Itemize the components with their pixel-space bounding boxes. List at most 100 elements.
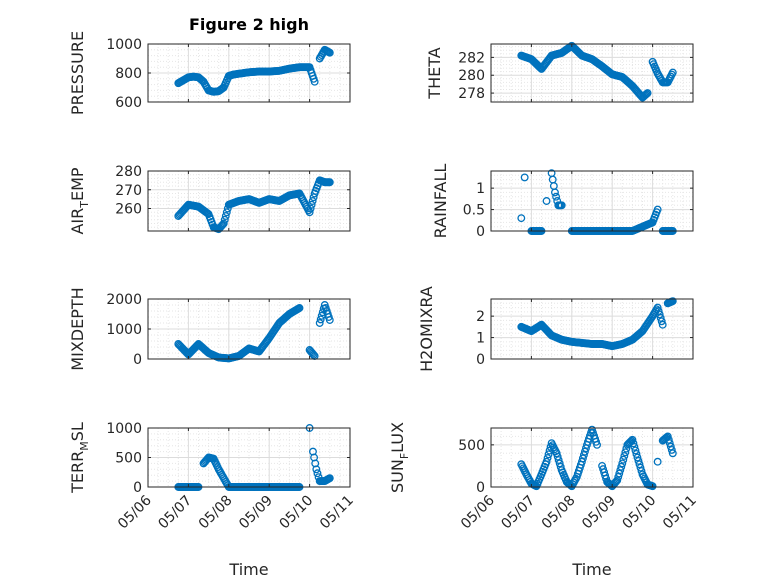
data-point: [325, 474, 334, 483]
data-point: [631, 446, 640, 455]
y-axis-label: PRESSURE: [68, 31, 87, 115]
series-points: [517, 297, 677, 351]
series-points: [174, 45, 334, 96]
data-point: [653, 205, 662, 214]
y-tick-label: 280: [115, 164, 142, 180]
data-point: [636, 463, 645, 472]
axes-box: [490, 43, 694, 103]
data-point: [313, 469, 322, 478]
data-point: [628, 435, 637, 444]
data-point: [305, 208, 314, 217]
data-point: [218, 220, 227, 229]
y-tick-label: 2000: [106, 292, 142, 308]
series-points: [174, 301, 334, 363]
data-point: [577, 457, 586, 466]
subplot-5: 0 1000 2000 MIXDEPTH: [68, 287, 351, 371]
data-point: [655, 310, 664, 319]
series-points: [517, 41, 677, 102]
y-tick-label: 0: [476, 352, 485, 368]
x-tick-label: 05/08: [196, 493, 236, 533]
data-point: [634, 456, 643, 465]
data-point: [222, 208, 231, 217]
x-tick-label: 05/11: [317, 493, 357, 533]
series-points: [517, 425, 677, 491]
data-point: [553, 452, 562, 461]
data-point: [666, 442, 675, 451]
subplot-6: 0 1 2 H2OMIXRA: [417, 286, 694, 372]
data-point: [535, 63, 544, 71]
y-tick-label: 0: [133, 352, 142, 368]
data-point: [606, 480, 615, 489]
x-tick-label: 05/06: [115, 492, 155, 532]
y-tick-label: 278: [458, 86, 485, 102]
data-point: [664, 435, 673, 444]
y-axis-label: SUNFLUX: [388, 422, 411, 493]
y-tick-label: 1000: [106, 37, 142, 53]
data-point: [619, 455, 628, 464]
subplot-2: 278 280 282 THETA: [425, 41, 694, 103]
x-tick-label: 05/08: [539, 493, 579, 533]
y-axis-label: H2OMIXRA: [417, 286, 436, 372]
y-axis-label: AIRTEMP: [68, 167, 91, 234]
y-tick-label: 2: [476, 309, 485, 325]
data-point: [315, 319, 324, 327]
y-tick-label: 0: [476, 480, 485, 496]
y-tick-label: 500: [458, 438, 485, 454]
y-tick-label: 600: [115, 95, 142, 111]
data-point: [642, 90, 651, 98]
x-tick-label: 05/09: [236, 493, 276, 533]
data-point: [325, 48, 334, 57]
y-tick-label: 0.5: [463, 203, 485, 219]
data-point: [657, 317, 666, 326]
data-point: [220, 215, 229, 224]
data-point: [614, 472, 623, 481]
data-point: [668, 297, 677, 306]
x-axis-label: Time: [571, 560, 611, 579]
data-point: [542, 457, 551, 466]
axes-box: [490, 298, 694, 360]
x-tick-label: 05/06: [458, 492, 498, 532]
data-point: [308, 197, 317, 205]
data-point: [648, 482, 657, 491]
data-point: [616, 466, 625, 475]
data-point: [217, 221, 226, 230]
y-tick-label: 0: [133, 480, 142, 496]
data-point: [620, 452, 629, 460]
data-point: [580, 447, 589, 456]
series-points: [174, 176, 334, 234]
y-tick-label: 282: [458, 50, 485, 66]
y-tick-label: 800: [115, 66, 142, 82]
axes-box: [147, 170, 351, 232]
data-point: [633, 453, 642, 462]
y-axis-label: THETA: [425, 47, 444, 99]
subplot-1: 600 800 1000 PRESSURE Figure 2 high: [68, 15, 351, 115]
y-tick-label: 1000: [106, 322, 142, 338]
data-point: [615, 469, 624, 478]
data-point: [617, 462, 626, 471]
data-point: [629, 439, 638, 448]
data-point: [668, 68, 677, 77]
data-point: [593, 440, 601, 449]
data-point: [565, 480, 574, 489]
subplot-3: 260 270 280 AIRTEMP: [68, 164, 351, 235]
data-point: [219, 219, 228, 228]
x-tick-label: 05/07: [155, 493, 195, 533]
data-point: [555, 459, 564, 468]
data-point: [308, 349, 317, 358]
x-tick-label: 05/10: [277, 493, 317, 533]
y-axis-label: TERRMSL: [68, 422, 91, 494]
subplot-7: 0 500 1000 05/06 05/07 05/08 05/09 05/10 05/11 Ti…: [68, 421, 357, 579]
x-tick-label: 05/11: [660, 493, 700, 533]
data-point: [520, 173, 529, 182]
data-point: [643, 89, 652, 98]
data-point: [579, 451, 588, 459]
data-point: [618, 459, 627, 468]
y-tick-label: 270: [115, 183, 142, 199]
y-axis-label: MIXDEPTH: [68, 287, 87, 370]
data-point: [325, 178, 334, 187]
data-point: [613, 476, 622, 485]
subplot-8: 0 500 05/06 05/07 05/08 05/09 05/10 05/11 Time SU…: [388, 422, 700, 579]
subplot-4: 0 0.5 1 RAINFALL: [431, 164, 694, 240]
x-tick-label: 05/09: [579, 493, 619, 533]
y-tick-label: 1: [476, 181, 485, 197]
